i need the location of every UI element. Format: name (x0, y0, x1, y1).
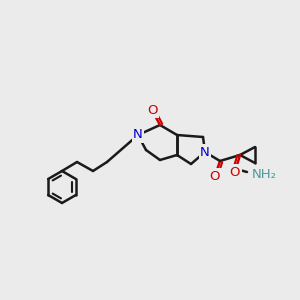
Text: N: N (133, 128, 143, 142)
Text: O: O (230, 166, 240, 178)
Text: O: O (147, 103, 157, 116)
Text: NH₂: NH₂ (252, 169, 277, 182)
Text: N: N (200, 146, 210, 158)
Text: O: O (210, 169, 220, 182)
